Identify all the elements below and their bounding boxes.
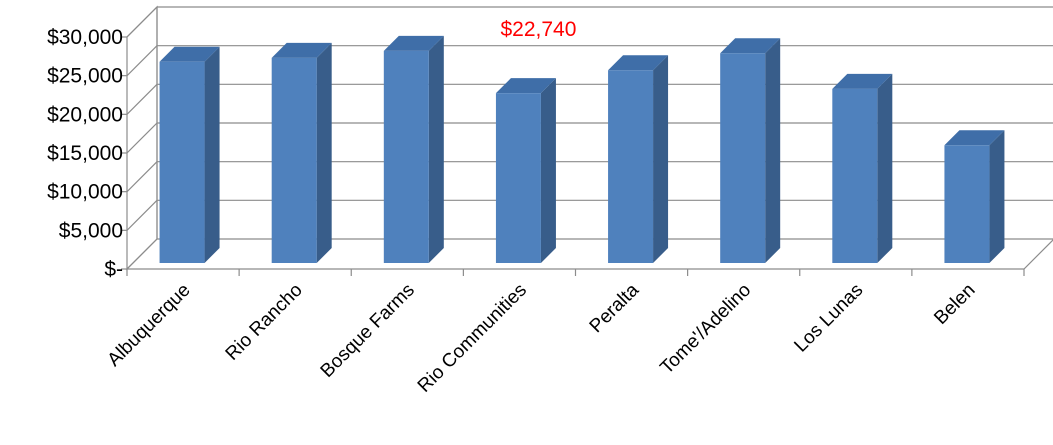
bar-top bbox=[495, 78, 556, 94]
bar-side bbox=[428, 35, 444, 263]
bar bbox=[495, 78, 556, 263]
floor bbox=[125, 238, 1053, 270]
y-tick-label: $20,000 bbox=[47, 103, 123, 126]
bar-side bbox=[316, 42, 332, 263]
y-tick-label: $5,000 bbox=[59, 219, 123, 242]
bar bbox=[720, 38, 781, 263]
bar-front bbox=[720, 53, 766, 263]
bar-side bbox=[540, 78, 556, 263]
x-tick-label: Peralta bbox=[586, 279, 644, 337]
bar bbox=[159, 46, 220, 263]
bar-top bbox=[608, 55, 669, 71]
bar-top bbox=[720, 38, 781, 54]
data-label: $22,740 bbox=[500, 18, 576, 41]
x-tick-label: Bosque Farms bbox=[317, 280, 419, 382]
bar bbox=[271, 42, 332, 263]
gridline-side bbox=[126, 45, 158, 77]
bar-side bbox=[653, 55, 669, 264]
bar-front bbox=[159, 61, 205, 263]
y-tick-label: $- bbox=[104, 258, 123, 281]
y-tick-label: $25,000 bbox=[47, 65, 123, 88]
bar-top bbox=[383, 35, 444, 51]
bars bbox=[159, 35, 1005, 264]
bar-front bbox=[944, 145, 990, 263]
bar bbox=[608, 55, 669, 264]
gridline-side bbox=[126, 199, 158, 231]
bar-front bbox=[832, 88, 878, 264]
y-tick-label: $15,000 bbox=[47, 142, 123, 165]
bar-front bbox=[271, 57, 317, 263]
bar-front bbox=[383, 50, 429, 263]
gridlines bbox=[121, 6, 1053, 276]
bar-side bbox=[989, 130, 1005, 263]
x-tick-label: Albuquerque bbox=[104, 280, 195, 371]
gridline-side bbox=[126, 122, 158, 154]
x-tick-label: Rio Rancho bbox=[222, 280, 307, 365]
bar-top bbox=[944, 130, 1005, 146]
gridline-side bbox=[126, 6, 158, 38]
bar-side bbox=[204, 46, 220, 263]
x-tick-label: Tome'/Adelino bbox=[656, 280, 755, 379]
y-axis-tick-labels: $- $5,000 $10,000 $15,000 $20,000 $25,000 $30,… bbox=[47, 26, 123, 281]
y-tick-label: $30,000 bbox=[47, 26, 123, 49]
bar-top bbox=[832, 73, 893, 89]
x-tick-label: Rio Communities bbox=[414, 280, 531, 397]
bar-front bbox=[608, 70, 654, 264]
y-tick-label: $10,000 bbox=[47, 181, 123, 204]
bar bbox=[832, 73, 893, 264]
bar-side bbox=[765, 38, 781, 263]
bar-side bbox=[877, 73, 893, 264]
bar bbox=[944, 130, 1005, 263]
gridline-side bbox=[126, 161, 158, 193]
bar-front bbox=[495, 93, 541, 263]
annotations: $22,740 bbox=[500, 18, 576, 41]
bar-top bbox=[271, 42, 332, 58]
gridline-side bbox=[126, 83, 158, 115]
chart-walls bbox=[125, 5, 1053, 271]
bar-top bbox=[159, 46, 220, 62]
bar bbox=[383, 35, 444, 263]
x-tick-label: Los Lunas bbox=[790, 280, 867, 357]
x-tick-label: Belen bbox=[930, 280, 979, 329]
